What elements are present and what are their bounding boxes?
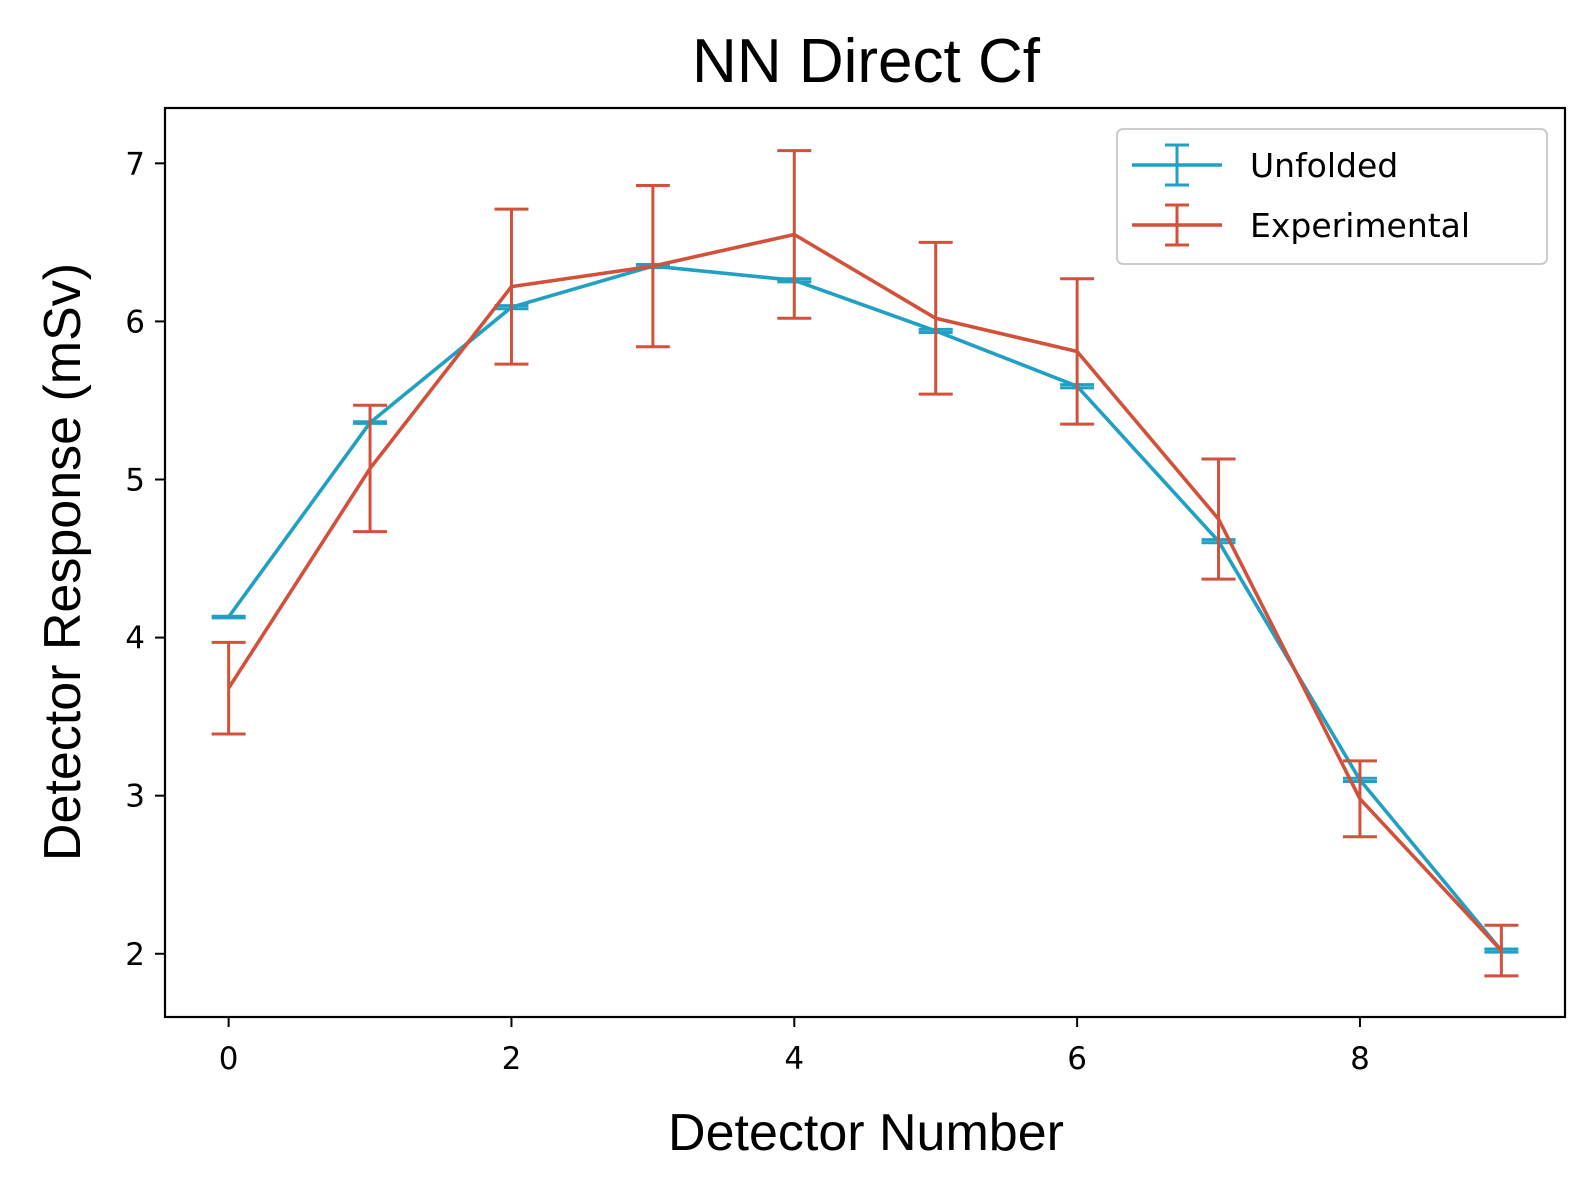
x-tick-label: 6	[1067, 1041, 1087, 1077]
legend-item-unfolded: Unfolded	[1132, 143, 1398, 187]
error-bar	[1342, 759, 1377, 839]
x-tick-label: 0	[219, 1041, 239, 1077]
legend-label: Experimental	[1250, 206, 1470, 245]
legend: Unfolded Experimental	[1116, 128, 1548, 265]
error-bar	[1201, 457, 1236, 581]
y-tick-label: 7	[125, 146, 145, 182]
legend-item-experimental: Experimental	[1132, 203, 1470, 247]
error-bar	[494, 207, 529, 366]
legend-box	[1116, 128, 1548, 265]
error-bar	[1484, 923, 1519, 978]
chart-title: NN Direct Cf	[692, 27, 1041, 96]
error-bar	[353, 403, 388, 534]
x-tick-label: 2	[502, 1041, 522, 1077]
error-bar	[211, 614, 246, 620]
x-axis-label: Detector Number	[668, 1104, 1064, 1162]
x-tick-label: 8	[1350, 1041, 1370, 1077]
y-tick-label: 2	[125, 937, 145, 973]
y-tick-label: 6	[125, 304, 145, 340]
plot-area	[211, 149, 1519, 978]
error-bar	[777, 149, 812, 320]
series-line	[227, 264, 1503, 952]
error-bar	[211, 640, 246, 736]
error-bar	[1060, 277, 1095, 426]
error-bar	[635, 183, 670, 349]
series-unfolded	[211, 263, 1519, 954]
series-experimental	[211, 149, 1519, 978]
y-axis-label: Detector Response (mSv)	[34, 263, 92, 861]
plot-frame	[163, 106, 1567, 1019]
x-tick-label: 4	[784, 1041, 804, 1077]
y-tick-label: 5	[125, 463, 145, 499]
y-tick-label: 3	[125, 779, 145, 815]
y-tick-label: 4	[125, 621, 145, 657]
y-axis: 2 3 4 5 6 7	[125, 146, 165, 973]
legend-label: Unfolded	[1250, 146, 1398, 185]
x-axis: 0 2 4 6 8	[219, 1017, 1370, 1077]
series-line	[227, 232, 1503, 952]
error-bar	[918, 240, 953, 396]
